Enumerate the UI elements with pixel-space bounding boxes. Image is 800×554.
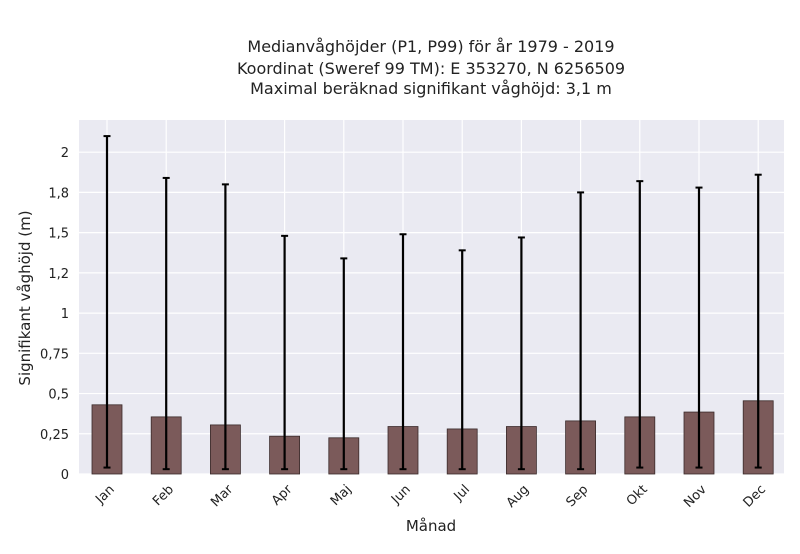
x-tick-label: Mar (208, 482, 236, 510)
y-tick-label: 1,5 (48, 227, 69, 242)
chart-title-line-2: Koordinat (Sweref 99 TM): E 353270, N 62… (237, 59, 625, 78)
x-tick-label: Feb (150, 482, 177, 509)
x-axis-ticks: Jan Feb Mar Apr Maj Jun Jul Aug Sep Okt Nov Dec (92, 482, 769, 511)
x-tick-label: Apr (269, 482, 296, 509)
plot-area (79, 120, 784, 474)
x-axis-label: Månad (406, 517, 456, 535)
x-tick-label: Jun (388, 482, 414, 508)
y-axis-label: Signifikant våghöjd (m) (16, 210, 34, 385)
y-tick-label: 1 (61, 307, 69, 322)
chart-title-line-1: Medianvåghöjder (P1, P99) för år 1979 - … (247, 37, 614, 56)
x-tick-label: Dec (741, 482, 769, 510)
chart-title-line-3: Maximal beräknad signifikant våghöjd: 3,… (250, 79, 612, 98)
y-tick-label: 0,75 (40, 347, 69, 362)
y-tick-label: 0 (61, 468, 69, 483)
y-tick-label: 0,5 (48, 388, 69, 403)
y-tick-label: 2 (61, 146, 69, 161)
x-tick-label: Okt (624, 482, 651, 509)
y-axis-ticks: 0 0,25 0,5 0,75 1 1,2 1,5 1,8 2 (40, 146, 69, 483)
x-tick-label: Aug (504, 482, 533, 511)
y-tick-label: 1,8 (48, 186, 69, 201)
y-tick-label: 1,2 (48, 267, 69, 282)
y-tick-label: 0,25 (40, 428, 69, 443)
error-bars (103, 135, 762, 471)
x-tick-label: Nov (681, 482, 710, 511)
x-tick-label: Maj (328, 482, 355, 509)
x-tick-label: Sep (563, 482, 591, 510)
x-tick-label: Jan (92, 482, 117, 507)
x-tick-label: Jul (451, 482, 473, 504)
